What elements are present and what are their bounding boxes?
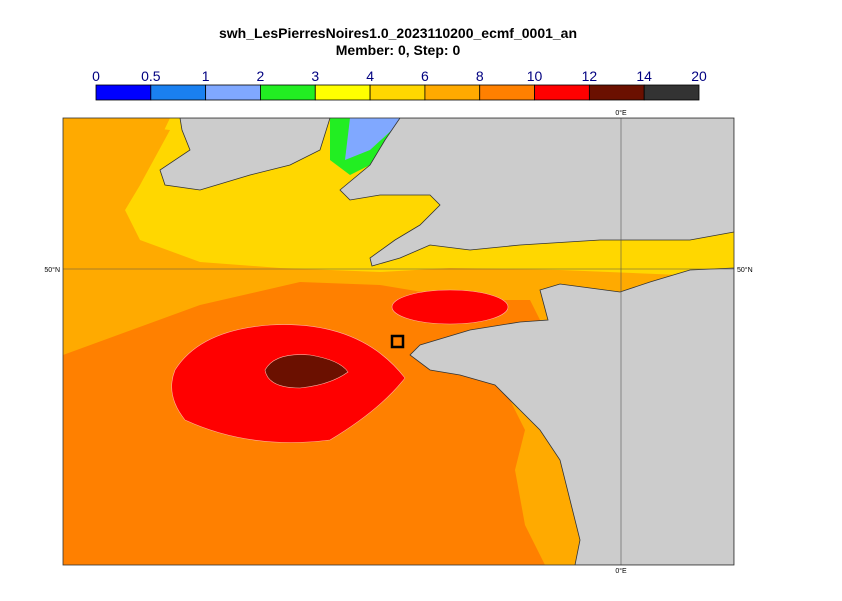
colorbar-tick-label: 0.5: [141, 68, 161, 84]
sea-field: [391, 289, 509, 325]
subtitle: Member: 0, Step: 0: [336, 42, 461, 58]
colorbar-tick-label: 1: [202, 68, 210, 84]
colorbar-tick-label: 10: [527, 68, 543, 84]
colorbar-box: [95, 84, 152, 101]
lon-label: 0°E: [615, 109, 627, 117]
colorbar-tick-label: 0: [92, 68, 100, 84]
colorbar-tick-label: 12: [582, 68, 598, 84]
sea-field: [264, 354, 349, 389]
colorbar-box: [643, 84, 700, 101]
colorbar-tick-label: 4: [366, 68, 374, 84]
lon-label: 0°E: [615, 567, 627, 575]
colorbar: 0 0.5 1 2 3 4 6 8 10 12 14 20: [92, 68, 707, 101]
colorbar-box: [150, 84, 207, 101]
colorbar-box: [588, 84, 645, 101]
map-frame: [62, 117, 735, 566]
colorbar-tick-label: 2: [257, 68, 265, 84]
lat-label: 50°N: [44, 266, 60, 274]
colorbar-box: [424, 84, 481, 101]
colorbar-box: [205, 84, 261, 101]
lat-label: 50°N: [737, 266, 753, 274]
sea-field: [345, 118, 405, 160]
colorbar-box: [260, 84, 316, 101]
colorbar-tick-label: 6: [421, 68, 429, 84]
title: swh_LesPierresNoires1.0_2023110200_ecmf_…: [219, 25, 577, 41]
colorbar-tick-label: 3: [311, 68, 319, 84]
colorbar-box: [369, 84, 426, 101]
colorbar-tick-label: 14: [636, 68, 652, 84]
sea-field: [63, 118, 170, 215]
map: [63, 118, 734, 565]
sea-field: [500, 380, 575, 565]
colorbar-tick-label: 8: [476, 68, 484, 84]
colorbar-box: [314, 84, 371, 101]
land: [409, 267, 734, 565]
colorbar-box: [534, 84, 590, 101]
colorbar-tick-label: 20: [691, 68, 707, 84]
land: [339, 118, 734, 267]
land: [159, 118, 331, 191]
colorbar-box: [479, 84, 535, 101]
station-marker: [390, 334, 405, 349]
